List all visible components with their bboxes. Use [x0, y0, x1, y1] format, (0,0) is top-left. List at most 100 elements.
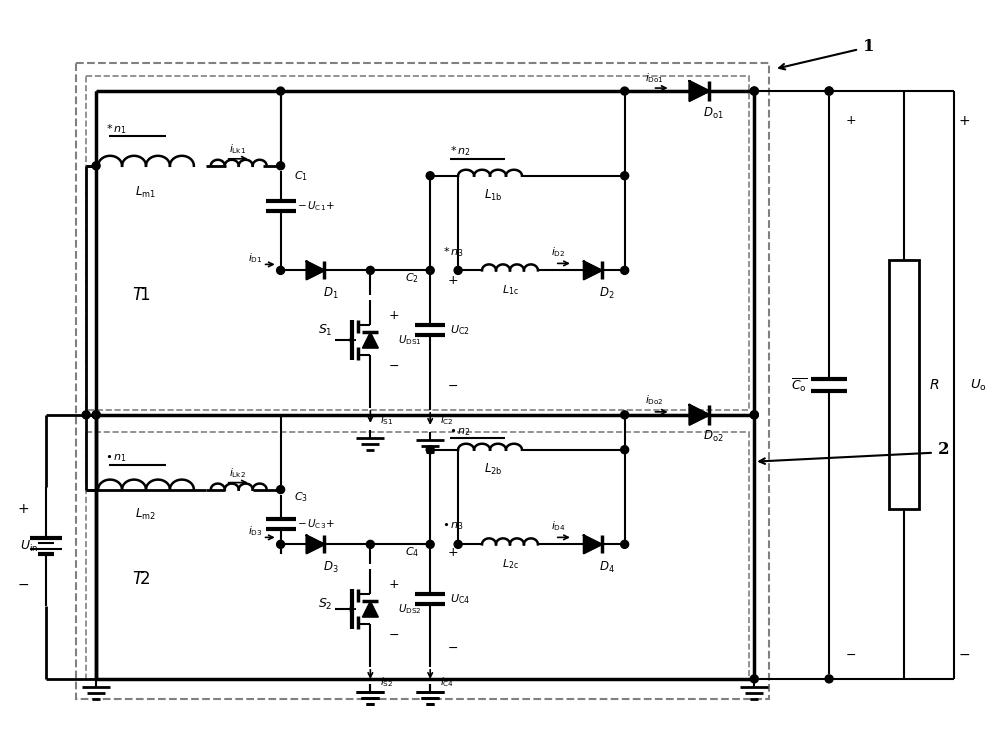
Text: $\bullet\,n_1$: $\bullet\,n_1$ [105, 452, 127, 464]
Text: 1: 1 [863, 37, 875, 55]
Text: $i_{\rm S1}$: $i_{\rm S1}$ [380, 413, 393, 427]
Text: $*\,n_2$: $*\,n_2$ [450, 144, 470, 158]
Text: $T\!2$: $T\!2$ [132, 571, 150, 588]
Text: $+$: $+$ [447, 274, 458, 287]
Text: $i_{\rm C2}$: $i_{\rm C2}$ [440, 413, 454, 427]
Text: $+$: $+$ [447, 546, 458, 559]
Text: $+$: $+$ [958, 114, 970, 128]
Text: $+$: $+$ [17, 503, 29, 516]
Circle shape [750, 675, 758, 683]
Bar [76, 63, 769, 698]
Text: $-$: $-$ [447, 640, 458, 654]
Text: $i_{\rm D4}$: $i_{\rm D4}$ [551, 519, 565, 533]
Text: $L_{\rm 2b}$: $L_{\rm 2b}$ [484, 462, 502, 477]
Bar [86, 76, 749, 410]
Polygon shape [584, 261, 602, 279]
Circle shape [750, 411, 758, 419]
Circle shape [621, 411, 629, 419]
Text: $-$: $-$ [388, 627, 399, 640]
Text: $-$: $-$ [388, 359, 399, 371]
Text: $+$: $+$ [388, 309, 399, 322]
Text: $D_3$: $D_3$ [323, 560, 338, 575]
Polygon shape [362, 601, 378, 617]
Circle shape [426, 267, 434, 274]
Circle shape [454, 540, 462, 548]
Circle shape [426, 172, 434, 180]
Circle shape [621, 540, 629, 548]
Circle shape [426, 540, 434, 548]
Circle shape [366, 540, 374, 548]
Bar [86, 432, 749, 679]
Circle shape [277, 267, 285, 274]
Text: $i_{\rm Do2}$: $i_{\rm Do2}$ [645, 393, 664, 407]
Text: $i_{\rm C4}$: $i_{\rm C4}$ [440, 675, 454, 689]
Circle shape [621, 172, 629, 180]
Text: $i_{\rm S2}$: $i_{\rm S2}$ [380, 675, 393, 689]
Text: $L_{\rm m1}$: $L_{\rm m1}$ [135, 185, 157, 200]
Circle shape [426, 446, 434, 453]
Text: $i_{\rm Do1}$: $i_{\rm Do1}$ [645, 71, 664, 85]
Text: $+$: $+$ [845, 114, 857, 128]
Circle shape [750, 411, 758, 419]
Text: 2: 2 [938, 441, 950, 458]
Circle shape [621, 267, 629, 274]
Circle shape [825, 87, 833, 95]
Circle shape [277, 162, 285, 170]
Text: $S_2$: $S_2$ [318, 597, 333, 612]
Circle shape [366, 267, 374, 274]
Text: $U_{\rm o}$: $U_{\rm o}$ [970, 377, 987, 392]
Polygon shape [362, 332, 378, 348]
Text: $+$: $+$ [388, 577, 399, 591]
Circle shape [621, 87, 629, 95]
Circle shape [92, 411, 100, 419]
Text: $U_{\rm C2}$: $U_{\rm C2}$ [450, 323, 470, 337]
Circle shape [621, 446, 629, 453]
Bar [889, 261, 919, 509]
Circle shape [92, 411, 100, 419]
Text: $i_{\rm Lk1}$: $i_{\rm Lk1}$ [229, 142, 246, 155]
Text: $T\!1$: $T\!1$ [132, 287, 150, 304]
Circle shape [750, 87, 758, 95]
Text: $R$: $R$ [929, 378, 939, 392]
Text: $i_{\rm Lk2}$: $i_{\rm Lk2}$ [229, 465, 246, 480]
Text: $D_4$: $D_4$ [599, 560, 615, 575]
Circle shape [82, 411, 90, 419]
Text: $\bullet\,n_2$: $\bullet\,n_2$ [449, 426, 471, 438]
Text: $S_1$: $S_1$ [318, 323, 333, 338]
Text: $-\,U_{\rm C1}\!+$: $-\,U_{\rm C1}\!+$ [297, 199, 334, 213]
Circle shape [277, 486, 285, 494]
Text: $L_{\rm 1b}$: $L_{\rm 1b}$ [484, 188, 502, 203]
Circle shape [825, 675, 833, 683]
Text: $C_3$: $C_3$ [294, 491, 308, 504]
Text: $i_{\rm D1}$: $i_{\rm D1}$ [248, 252, 263, 265]
Text: $i_{\rm D2}$: $i_{\rm D2}$ [551, 246, 565, 259]
Text: $D_1$: $D_1$ [323, 286, 338, 301]
Text: $\overline{C_{\rm o}}$: $\overline{C_{\rm o}}$ [791, 376, 807, 394]
Text: $-$: $-$ [17, 577, 29, 591]
Circle shape [454, 267, 462, 274]
Text: $-$: $-$ [447, 379, 458, 391]
Polygon shape [307, 536, 324, 554]
Text: $U_{\rm C4}$: $U_{\rm C4}$ [450, 592, 470, 606]
Text: $-$: $-$ [845, 648, 857, 660]
Circle shape [277, 87, 285, 95]
Text: $L_{\rm m2}$: $L_{\rm m2}$ [135, 507, 156, 522]
Text: $-\,U_{\rm C3}\!+$: $-\,U_{\rm C3}\!+$ [297, 518, 334, 531]
Polygon shape [584, 536, 602, 554]
Text: $\bullet\,n_3$: $\bullet\,n_3$ [442, 521, 464, 533]
Polygon shape [307, 261, 324, 279]
Circle shape [277, 540, 285, 548]
Text: $U_{\rm in}$: $U_{\rm in}$ [20, 539, 38, 554]
Text: $*\,n_1$: $*\,n_1$ [106, 122, 126, 136]
Text: $*\,n_3$: $*\,n_3$ [443, 246, 463, 259]
Text: $C_2$: $C_2$ [405, 271, 419, 285]
Text: $i_{\rm D3}$: $i_{\rm D3}$ [248, 524, 263, 539]
Text: $U_{\rm DS1}$: $U_{\rm DS1}$ [398, 333, 422, 347]
Circle shape [92, 162, 100, 170]
Text: $D_2$: $D_2$ [599, 286, 614, 301]
Text: $D_{\rm o1}$: $D_{\rm o1}$ [703, 105, 724, 120]
Text: $D_{\rm o2}$: $D_{\rm o2}$ [703, 430, 724, 444]
Polygon shape [689, 405, 709, 425]
Text: $-$: $-$ [958, 647, 970, 661]
Text: $L_{\rm 1c}$: $L_{\rm 1c}$ [502, 283, 518, 297]
